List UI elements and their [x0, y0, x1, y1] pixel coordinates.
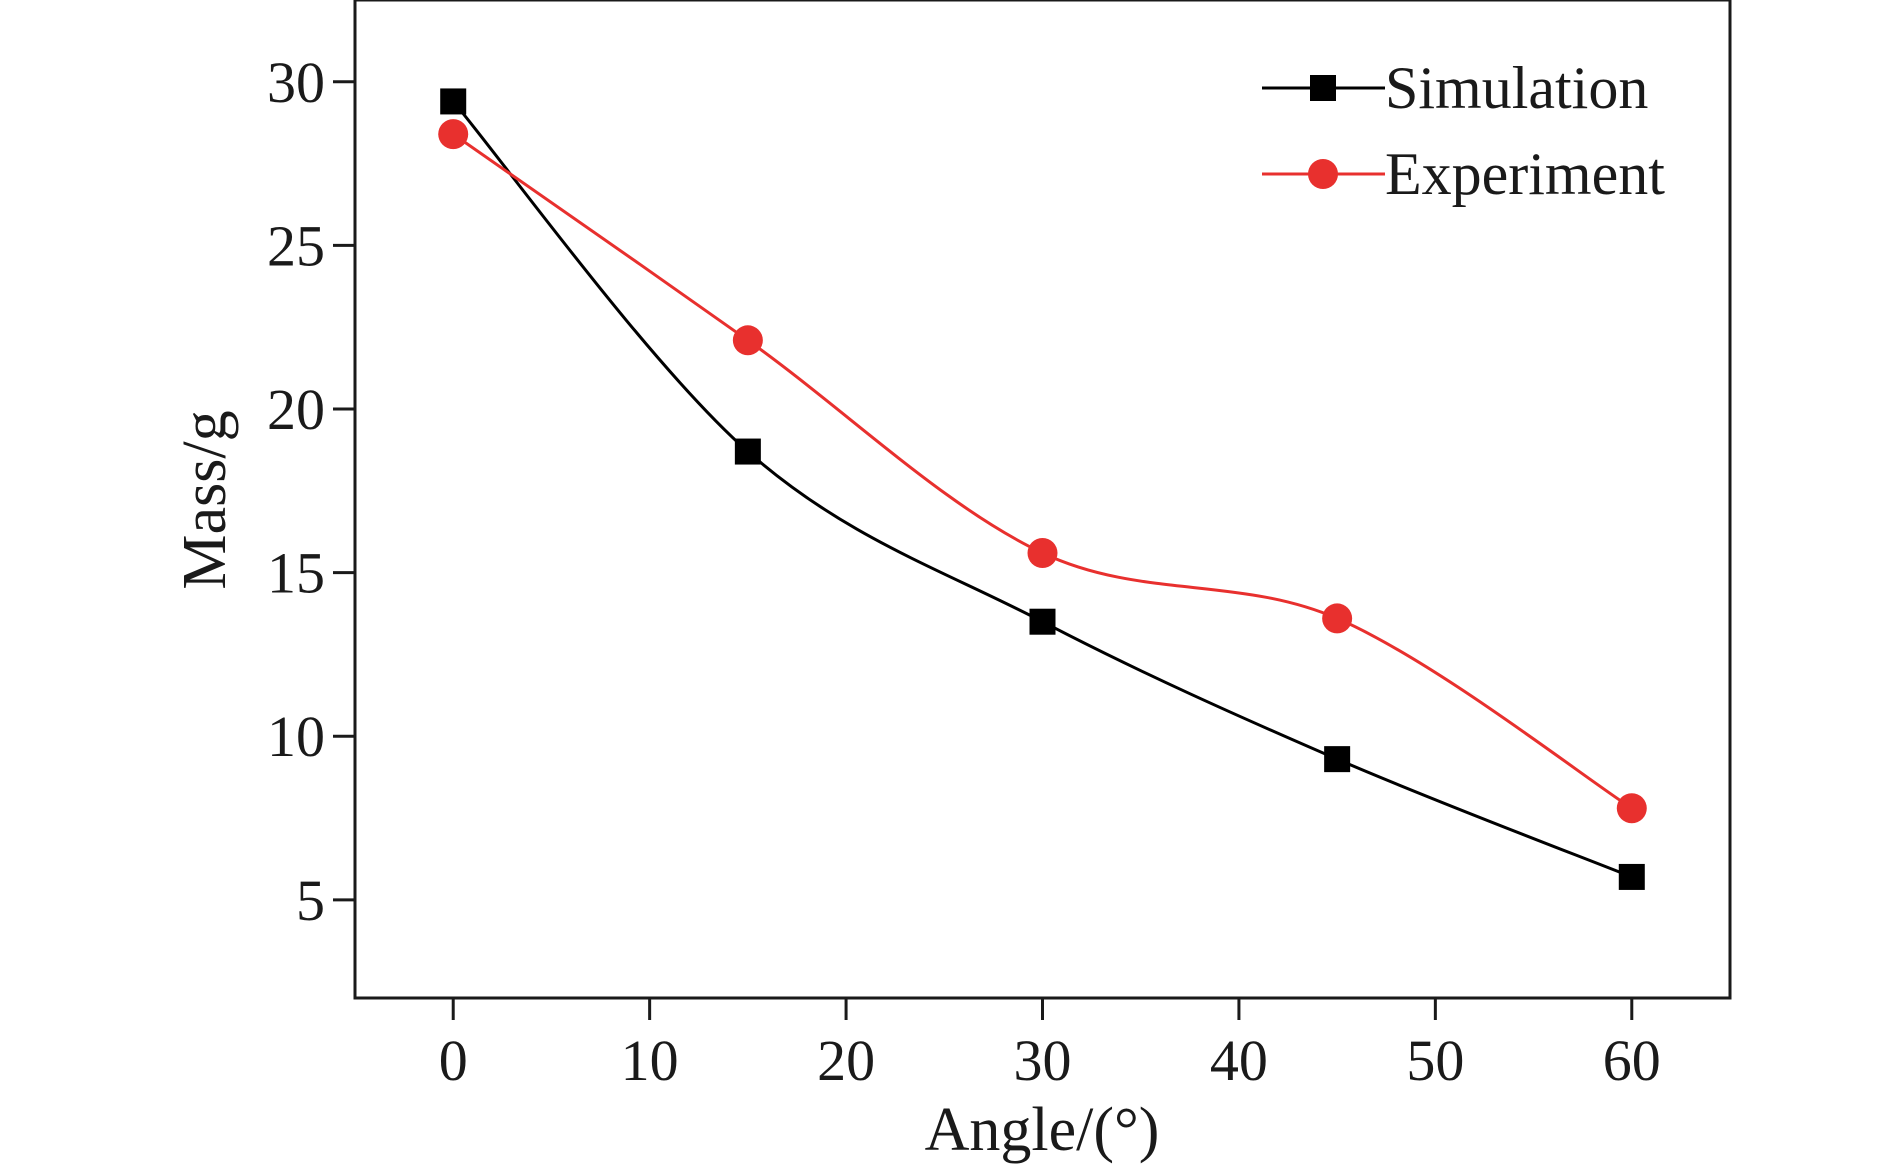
x-tick-label: 50 — [1406, 1028, 1464, 1093]
simulation-point — [1618, 863, 1645, 890]
x-tick-label: 60 — [1603, 1028, 1661, 1093]
y-tick-label: 10 — [267, 704, 325, 769]
y-tick-label: 30 — [267, 50, 325, 115]
series-simulation — [440, 88, 1645, 890]
axes-layer: 0 10 20 30 40 50 60 5 10 15 20 25 30 — [267, 50, 1661, 1093]
x-tick-label: 10 — [621, 1028, 679, 1093]
experiment-line — [452, 132, 1633, 810]
x-tick-label: 40 — [1210, 1028, 1268, 1093]
legend-swatch-marker — [1310, 75, 1336, 101]
y-tick-label: 5 — [296, 868, 325, 933]
series-layer — [438, 88, 1647, 890]
y-axis-title: Mass/g — [171, 410, 239, 589]
experiment-point — [732, 325, 763, 356]
x-tick-label: 30 — [1014, 1028, 1072, 1093]
simulation-point — [1029, 608, 1056, 635]
experiment-point — [1322, 603, 1353, 634]
y-tick-label: 25 — [267, 213, 325, 278]
y-tick-label: 20 — [267, 377, 325, 442]
y-tick-label: 15 — [267, 541, 325, 606]
legend-item-simulation: Simulation — [1262, 55, 1648, 121]
simulation-point — [734, 438, 761, 465]
legend: Simulation Experiment — [1262, 55, 1665, 207]
experiment-point — [1027, 537, 1058, 568]
legend-label: Simulation — [1385, 55, 1648, 121]
x-tick-label: 0 — [439, 1028, 468, 1093]
legend-item-experiment: Experiment — [1262, 141, 1665, 207]
simulation-point — [440, 88, 467, 115]
series-experiment — [438, 119, 1647, 824]
experiment-point — [438, 119, 469, 150]
legend-label: Experiment — [1385, 141, 1665, 207]
simulation-point — [1324, 746, 1351, 773]
experiment-point — [1616, 793, 1647, 824]
simulation-line — [452, 100, 1633, 879]
legend-swatch-marker — [1308, 159, 1338, 189]
x-tick-label: 20 — [817, 1028, 875, 1093]
x-axis-title: Angle/(°) — [925, 1096, 1160, 1164]
